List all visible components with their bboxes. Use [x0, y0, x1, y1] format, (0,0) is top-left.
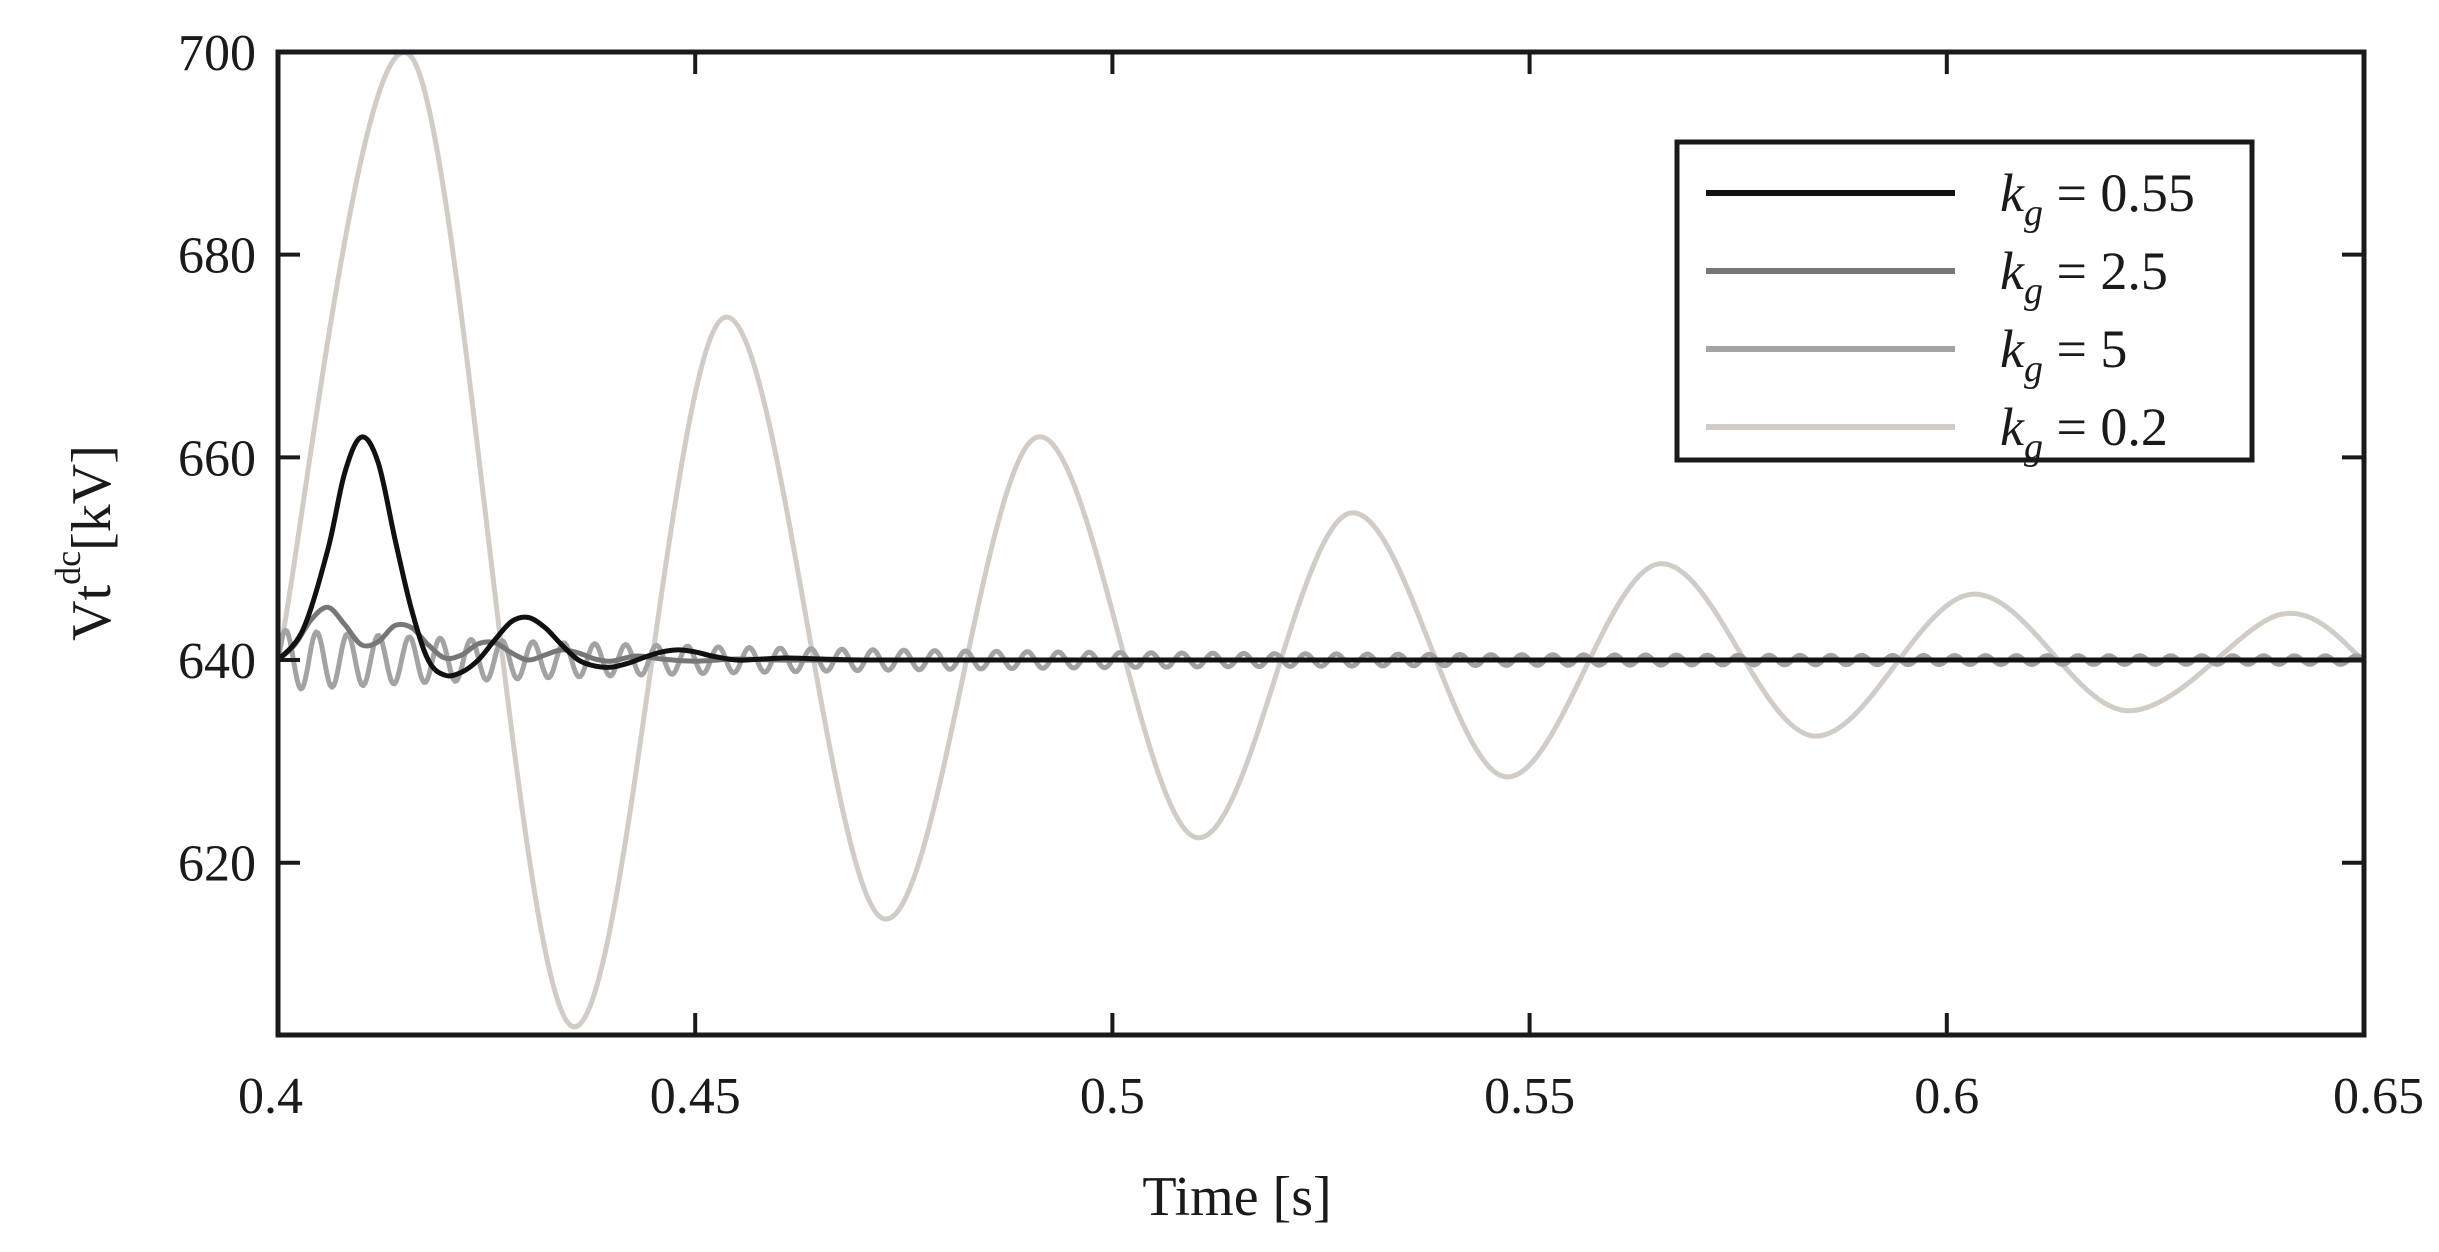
ticks-layer: 0.4 0.45 0.5 0.55 0.6 0.65 620 640 660 680 700 — [178, 25, 2424, 1125]
x-tick-label: 0.65 — [2333, 1068, 2424, 1125]
series-line-2 — [278, 627, 2364, 692]
y-tick-label: 640 — [178, 633, 256, 690]
y-axis-label-superscript: dc — [48, 551, 88, 585]
legend-label-0: kg = 0.55 — [2000, 163, 2195, 234]
legend-label-3: kg = 0.2 — [2000, 397, 2168, 468]
series-line-0 — [278, 434, 2364, 679]
x-tick-label: 0.4 — [238, 1068, 303, 1125]
svg-text:Vtdc[kV]: Vtdc[kV] — [48, 445, 123, 641]
y-axis-label: Vtdc[kV] — [48, 445, 123, 641]
y-tick-label: 680 — [178, 228, 256, 285]
x-tick-label: 0.6 — [1914, 1068, 1979, 1125]
plot-frame — [275, 49, 2367, 1038]
y-tick-label: 700 — [178, 25, 256, 82]
x-axis-label: Time [s] — [1142, 1166, 1331, 1228]
legend-label-1: kg = 2.5 — [2000, 241, 2168, 312]
x-tick-label: 0.5 — [1080, 1068, 1145, 1125]
y-tick-label: 620 — [178, 836, 256, 893]
x-tick-label: 0.45 — [650, 1068, 741, 1125]
series-line-3 — [278, 52, 2364, 1030]
series-layer — [278, 52, 2364, 1030]
y-axis-label-unit: [kV] — [61, 445, 123, 551]
y-tick-label: 660 — [178, 430, 256, 487]
x-tick-label: 0.55 — [1484, 1068, 1575, 1125]
y-axis-label-base: Vt — [61, 584, 123, 640]
legend-label-2: kg = 5 — [2000, 319, 2127, 390]
